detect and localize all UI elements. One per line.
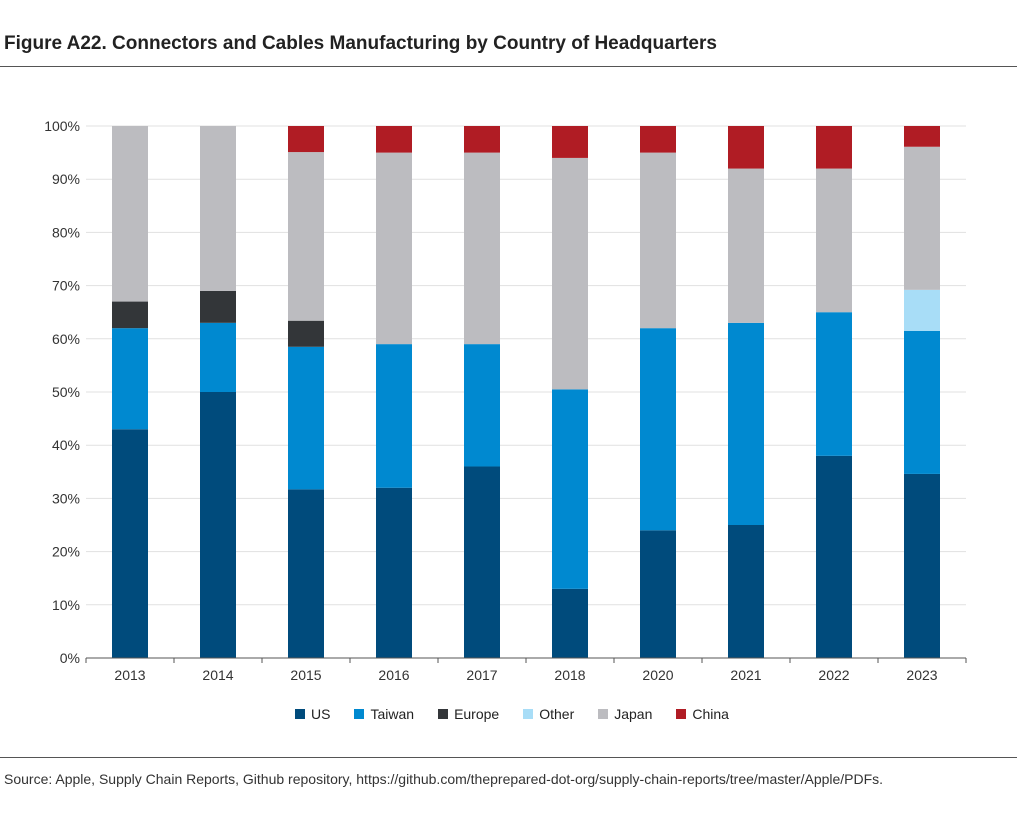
legend-label: Japan: [614, 706, 653, 722]
y-tick-label: 100%: [44, 118, 80, 134]
y-tick-label: 30%: [52, 490, 80, 506]
bar-segment-japan-2018: [552, 157, 588, 390]
bar-segment-us-2014: [200, 392, 236, 658]
x-tick-label: 2017: [466, 667, 497, 683]
x-tick-label: 2021: [730, 667, 761, 683]
x-tick-label: 2014: [202, 667, 233, 683]
legend-item-us: US: [295, 706, 330, 722]
bottom-divider: [0, 757, 1017, 758]
y-tick-label: 20%: [52, 544, 80, 560]
x-tick-label: 2013: [114, 667, 145, 683]
bar-segment-china-2016: [376, 126, 412, 153]
stacked-bar-chart: 0% 10% 20% 30% 40% 50% 60% 70% 80% 90% 100% 2013 201…: [44, 118, 967, 683]
legend-label: Taiwan: [370, 706, 415, 722]
bar-segment-taiwan-2021: [728, 322, 764, 525]
legend-item-europe: Europe: [438, 706, 499, 722]
bar-segment-china-2022: [816, 126, 852, 169]
bar-segment-taiwan-2020: [640, 328, 676, 531]
y-tick-label: 0%: [60, 650, 80, 666]
y-tick-label: 50%: [52, 384, 80, 400]
source-note: Source: Apple, Supply Chain Reports, Git…: [4, 771, 884, 787]
bar-segment-china-2015: [288, 126, 324, 153]
x-tick-label: 2018: [554, 667, 585, 683]
bar-segment-us-2016: [376, 487, 412, 658]
bar-segment-japan-2013: [112, 126, 148, 302]
bar-segment-taiwan-2015: [288, 346, 324, 490]
bar-segment-taiwan-2014: [200, 322, 236, 392]
bar-segment-other-2023: [904, 289, 940, 331]
bar-segment-japan-2023: [904, 146, 940, 290]
bar-segment-taiwan-2023: [904, 330, 940, 474]
bar-segment-us-2020: [640, 530, 676, 658]
bar-segment-us-2022: [816, 455, 852, 658]
y-tick-label: 60%: [52, 331, 80, 347]
bar-segment-china-2023: [904, 126, 940, 147]
bar-segment-us-2021: [728, 525, 764, 658]
bar-segment-europe-2013: [112, 301, 148, 329]
y-tick-label: 70%: [52, 278, 80, 294]
top-divider: [0, 66, 1017, 67]
bar-segment-us-2017: [464, 466, 500, 658]
bar-segment-china-2018: [552, 126, 588, 158]
legend-item-china: China: [676, 706, 729, 722]
x-tick-label: 2022: [818, 667, 849, 683]
bar-segment-japan-2017: [464, 152, 500, 345]
bar-segment-japan-2016: [376, 152, 412, 345]
legend-label: China: [692, 706, 729, 722]
bar-segment-us-2023: [904, 473, 940, 658]
legend-swatch: [438, 709, 449, 719]
bar-segment-us-2015: [288, 489, 324, 658]
legend-item-taiwan: Taiwan: [354, 706, 414, 722]
bar-segment-japan-2022: [816, 168, 852, 313]
bar-segment-us-2018: [552, 588, 588, 658]
x-tick-label: 2020: [642, 667, 673, 683]
y-tick-label: 10%: [52, 597, 80, 613]
x-tick-label: 2023: [906, 667, 937, 683]
bar-segment-china-2021: [728, 126, 764, 169]
y-tick-label: 80%: [52, 224, 80, 240]
legend-swatch: [295, 709, 306, 719]
bar-segment-china-2017: [464, 126, 500, 153]
bar-segment-japan-2021: [728, 168, 764, 323]
legend-label: Europe: [454, 706, 500, 722]
bar-segment-europe-2015: [288, 320, 324, 347]
bar-segment-japan-2015: [288, 152, 324, 321]
legend-item-other: Other: [523, 706, 574, 722]
bar-segment-taiwan-2017: [464, 344, 500, 467]
bar-segment-china-2020: [640, 126, 676, 153]
legend-swatch: [598, 709, 609, 719]
bar-segment-japan-2014: [200, 126, 236, 291]
bar-segment-taiwan-2013: [112, 328, 148, 430]
legend-swatch: [676, 709, 687, 719]
x-tick-label: 2015: [290, 667, 321, 683]
legend-swatch: [523, 709, 534, 719]
bar-segment-us-2013: [112, 429, 148, 658]
legend-swatch: [354, 709, 365, 719]
y-tick-label: 90%: [52, 171, 80, 187]
chart-title: Figure A22. Connectors and Cables Manufa…: [4, 33, 717, 54]
bar-segment-japan-2020: [640, 152, 676, 329]
legend-item-japan: Japan: [598, 706, 652, 722]
bar-segment-taiwan-2018: [552, 389, 588, 589]
bar-segment-europe-2014: [200, 290, 236, 323]
chart-legend: US Taiwan Europe Other Japan China: [0, 706, 1024, 722]
legend-label: US: [311, 706, 331, 722]
bar-segment-taiwan-2022: [816, 312, 852, 456]
x-tick-label: 2016: [378, 667, 409, 683]
y-tick-label: 40%: [52, 437, 80, 453]
bar-segment-taiwan-2016: [376, 344, 412, 488]
legend-label: Other: [539, 706, 575, 722]
